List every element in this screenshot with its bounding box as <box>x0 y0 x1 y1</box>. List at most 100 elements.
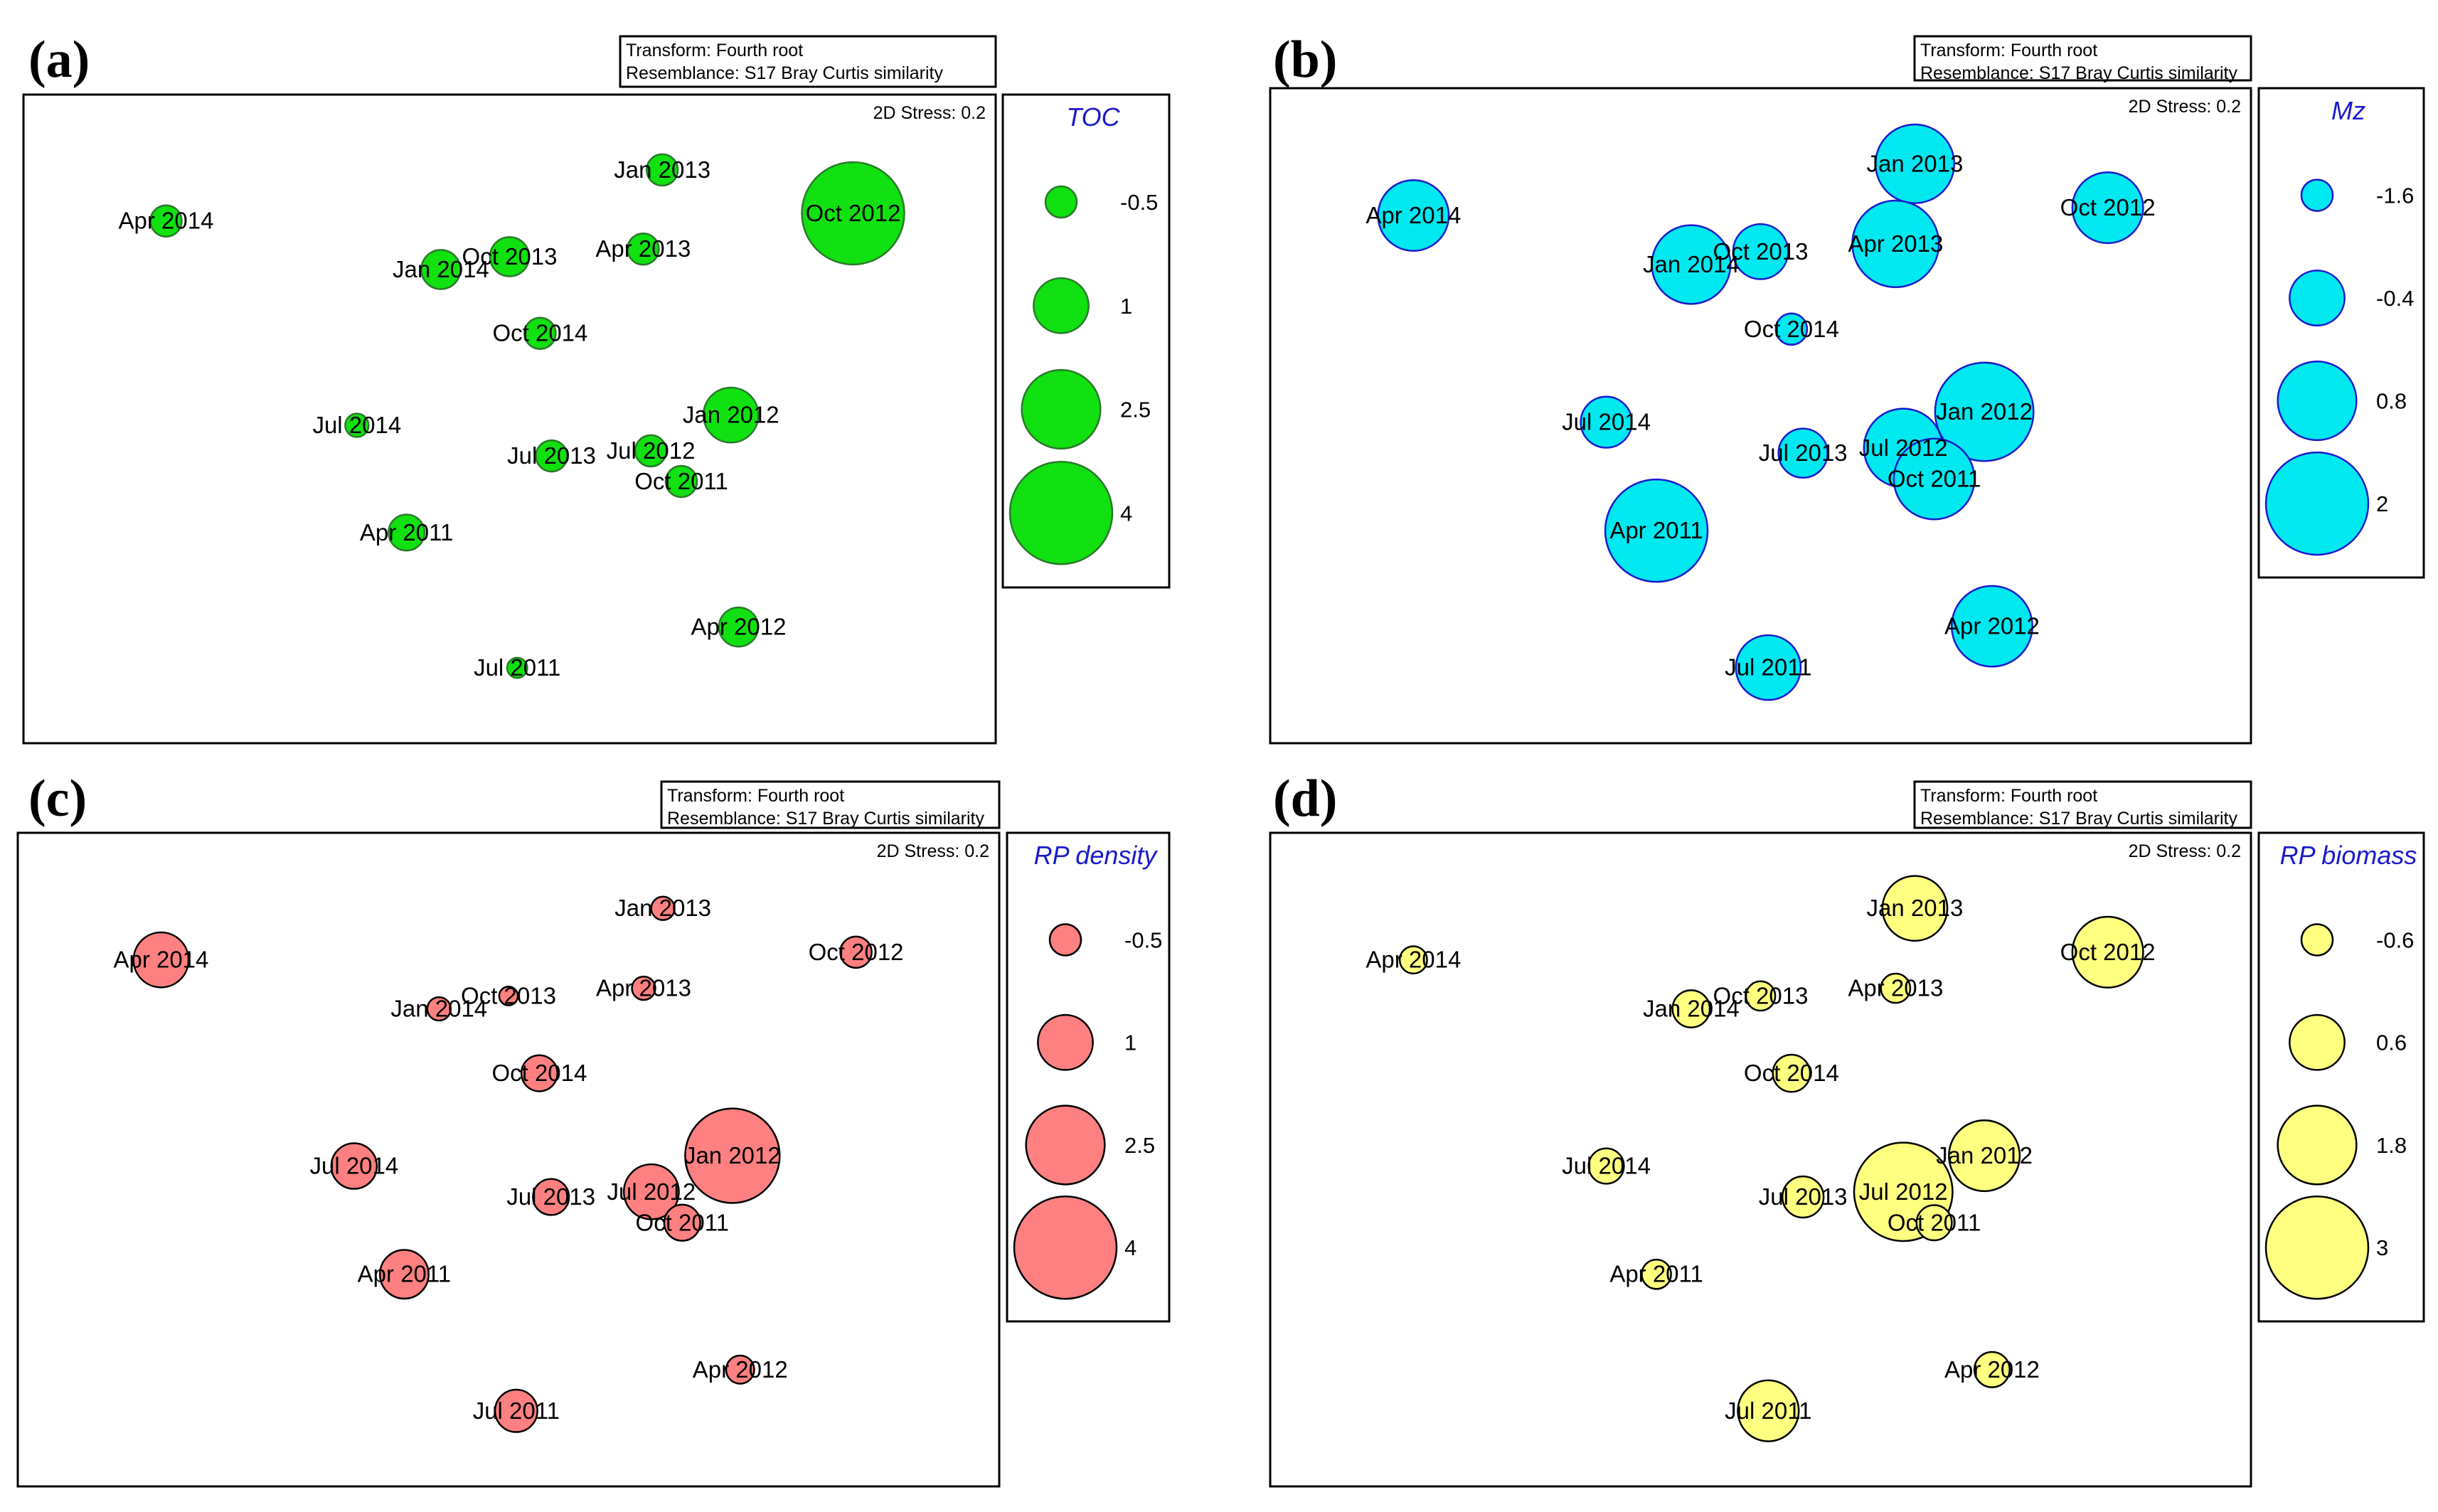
point-label: Jul 2013 <box>1759 440 1848 466</box>
point-label: Jan 2014 <box>1643 251 1740 277</box>
point-label: Apr 2011 <box>1609 517 1703 543</box>
bubble <box>1580 395 1633 449</box>
point-label: Apr 2012 <box>1944 613 2040 639</box>
point-label: Oct 2014 <box>492 320 587 346</box>
panel-d: (d) Transform: Fourth root Resemblance: S1… <box>1269 770 2425 1488</box>
point-label: Oct 2012 <box>809 939 904 965</box>
point-label: Oct 2013 <box>1713 238 1809 265</box>
point-label: Apr 2014 <box>119 208 214 234</box>
bubble <box>535 439 568 473</box>
point-label: Apr 2011 <box>360 519 453 545</box>
point-label: Jul 2014 <box>309 1153 398 1179</box>
resemblance-label: Resemblance: S17 Bray Curtis similarity <box>667 809 984 829</box>
point-label: Jan 2013 <box>1867 895 1964 921</box>
point-label: Apr 2014 <box>1366 947 1461 973</box>
bubble <box>506 656 528 679</box>
bubble <box>1774 312 1809 346</box>
point-label: Apr 2013 <box>596 975 691 1001</box>
bubble <box>1851 199 1940 289</box>
bubble <box>1604 478 1709 583</box>
resemblance-label: Resemblance: S17 Bray Curtis similarity <box>626 63 943 83</box>
point-label: Apr 2013 <box>1848 230 1943 257</box>
panel-c: (c) Transform: Fourth root Resemblance: S1… <box>16 770 1171 1488</box>
point-label: Jan 2014 <box>393 256 489 282</box>
point-label: Oct 2013 <box>1713 982 1809 1008</box>
legend-value: 2 <box>2376 491 2388 516</box>
bubble <box>664 464 698 499</box>
resemblance-label: Resemblance: S17 Bray Curtis similarity <box>1920 63 2237 83</box>
point-label: Oct 2011 <box>634 468 728 494</box>
bubble <box>523 316 557 350</box>
panel-b: (b) Transform: Fourth root Resemblance: S1… <box>1269 31 2425 745</box>
point-label: Jan 2012 <box>1936 1142 2033 1168</box>
point-label: Jul 2013 <box>507 442 596 469</box>
info-box <box>1913 780 2252 829</box>
bubble <box>1777 427 1828 479</box>
bubble <box>489 236 531 277</box>
bubble <box>2071 171 2144 245</box>
legend-bubble <box>1048 923 1082 957</box>
legend-bubble <box>2300 179 2334 212</box>
info-box <box>619 35 997 88</box>
legend-bubble <box>2289 1013 2346 1071</box>
point-label: Oct 2013 <box>462 243 558 270</box>
legend-value: 2.5 <box>1120 398 1151 422</box>
legend-value: 4 <box>1124 1235 1137 1260</box>
bubble <box>1915 1204 1953 1242</box>
point-label: Apr 2012 <box>693 1356 788 1383</box>
point-label: Jul 2011 <box>1725 654 1811 681</box>
transform-label: Transform: Fourth root <box>626 41 803 60</box>
bubble <box>663 1203 701 1242</box>
legend-bubble <box>2277 1104 2358 1186</box>
legend-value: 3 <box>2376 1235 2388 1260</box>
bubble <box>1893 437 1976 521</box>
legend-bubble <box>2289 270 2346 326</box>
resemblance-label: Resemblance: S17 Bray Curtis similarity <box>1920 809 2237 829</box>
stress-label: 2D Stress: 0.2 <box>2129 841 2241 861</box>
legend-bubble <box>1013 1195 1118 1300</box>
bubble <box>801 161 905 266</box>
legend-value: 1 <box>1124 1031 1137 1055</box>
bubble <box>1874 123 1956 204</box>
stress-label: 2D Stress: 0.2 <box>877 841 989 861</box>
point-label: Jan 2013 <box>1867 150 1964 176</box>
legend-value: 1.8 <box>2376 1133 2407 1158</box>
bubble <box>650 895 676 921</box>
legend-value: -1.6 <box>2376 183 2414 208</box>
point-label: Oct 2011 <box>636 1209 729 1235</box>
panel-label: (b) <box>1273 31 1337 89</box>
info-box <box>660 780 1001 829</box>
point-label: Oct 2012 <box>2060 939 2156 965</box>
bubble <box>622 1163 680 1220</box>
legend-box <box>2257 831 2425 1323</box>
bubble <box>1948 1119 2021 1193</box>
bubble <box>494 1388 538 1433</box>
point-label: Oct 2013 <box>461 982 556 1008</box>
legend-box <box>2257 87 2425 579</box>
bubble <box>532 1178 570 1216</box>
bubble <box>1880 972 1912 1004</box>
point-label: Apr 2011 <box>358 1261 451 1287</box>
point-label: Apr 2014 <box>1366 202 1461 228</box>
legend-bubble <box>1008 461 1114 565</box>
legend-value: 2.5 <box>1124 1133 1155 1158</box>
bubble <box>1737 1379 1800 1442</box>
bubble <box>2071 915 2144 989</box>
bubble <box>1671 989 1711 1028</box>
legend-bubble <box>2277 360 2358 442</box>
bubble <box>344 412 370 438</box>
transform-label: Transform: Fourth root <box>1920 786 2097 806</box>
point-label: Apr 2012 <box>1944 1356 2040 1383</box>
legend-bubble <box>1033 277 1090 334</box>
legend-bubble <box>2264 1195 2370 1300</box>
legend-value: 0.6 <box>2376 1031 2407 1055</box>
panel-label: (c) <box>28 770 87 828</box>
point-label: Jul 2014 <box>1562 1153 1651 1179</box>
bubble <box>839 935 873 969</box>
point-label: Jan 2014 <box>390 996 487 1022</box>
bubble <box>1732 223 1789 280</box>
bubble <box>1745 980 1777 1012</box>
point-label: Jul 2012 <box>1859 435 1948 461</box>
bubble <box>420 249 462 290</box>
legend-box <box>1001 93 1171 589</box>
